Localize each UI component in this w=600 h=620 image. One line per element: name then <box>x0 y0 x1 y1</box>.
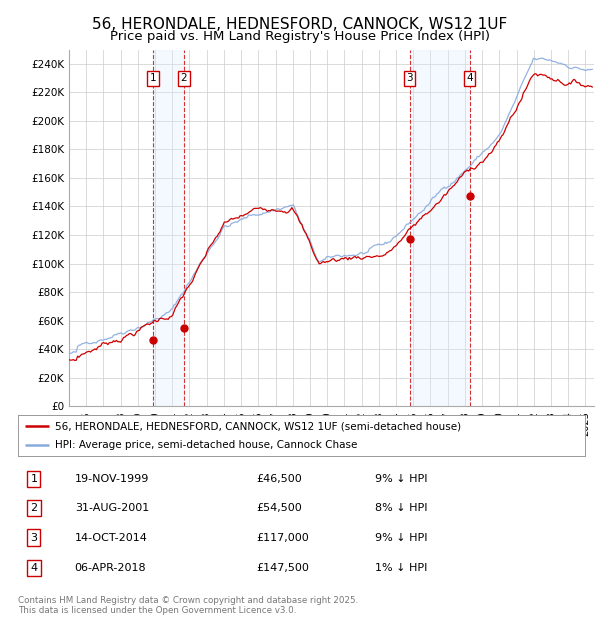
Text: 31-AUG-2001: 31-AUG-2001 <box>75 503 149 513</box>
Text: £46,500: £46,500 <box>256 474 302 484</box>
Text: 14-OCT-2014: 14-OCT-2014 <box>75 533 148 542</box>
Text: 56, HERONDALE, HEDNESFORD, CANNOCK, WS12 1UF: 56, HERONDALE, HEDNESFORD, CANNOCK, WS12… <box>92 17 508 32</box>
Text: 9% ↓ HPI: 9% ↓ HPI <box>375 533 428 542</box>
Text: 2: 2 <box>31 503 37 513</box>
Text: £147,500: £147,500 <box>256 563 309 573</box>
Text: 3: 3 <box>406 73 413 83</box>
Text: 9% ↓ HPI: 9% ↓ HPI <box>375 474 428 484</box>
Text: 2: 2 <box>181 73 187 83</box>
Text: 06-APR-2018: 06-APR-2018 <box>75 563 146 573</box>
Text: Price paid vs. HM Land Registry's House Price Index (HPI): Price paid vs. HM Land Registry's House … <box>110 30 490 43</box>
Text: 4: 4 <box>31 563 37 573</box>
Text: 3: 3 <box>31 533 37 542</box>
Text: HPI: Average price, semi-detached house, Cannock Chase: HPI: Average price, semi-detached house,… <box>55 440 357 450</box>
Text: £54,500: £54,500 <box>256 503 302 513</box>
Text: 8% ↓ HPI: 8% ↓ HPI <box>375 503 428 513</box>
Text: 1: 1 <box>31 474 37 484</box>
Text: 1% ↓ HPI: 1% ↓ HPI <box>375 563 428 573</box>
Text: 19-NOV-1999: 19-NOV-1999 <box>75 474 149 484</box>
Text: £117,000: £117,000 <box>256 533 309 542</box>
Bar <box>153 50 184 406</box>
Bar <box>410 50 470 406</box>
Text: Contains HM Land Registry data © Crown copyright and database right 2025.
This d: Contains HM Land Registry data © Crown c… <box>18 596 358 615</box>
Text: 4: 4 <box>466 73 473 83</box>
Text: 56, HERONDALE, HEDNESFORD, CANNOCK, WS12 1UF (semi-detached house): 56, HERONDALE, HEDNESFORD, CANNOCK, WS12… <box>55 421 461 432</box>
Text: 1: 1 <box>150 73 157 83</box>
